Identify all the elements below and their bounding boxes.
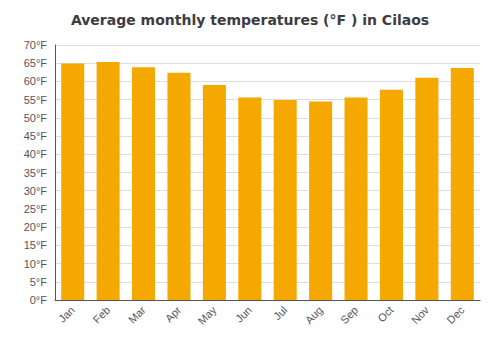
svg-text:40°F: 40°F — [24, 148, 48, 160]
svg-text:Apr: Apr — [163, 304, 184, 325]
svg-text:Mar: Mar — [126, 304, 148, 326]
svg-text:10°F: 10°F — [24, 258, 48, 270]
svg-text:60°F: 60°F — [24, 75, 48, 87]
svg-text:30°F: 30°F — [24, 185, 48, 197]
svg-text:Jul: Jul — [271, 304, 289, 322]
svg-text:May: May — [195, 303, 219, 327]
svg-text:35°F: 35°F — [24, 167, 48, 179]
svg-text:Aug: Aug — [303, 304, 325, 326]
svg-text:Oct: Oct — [375, 304, 396, 325]
svg-text:25°F: 25°F — [24, 203, 48, 215]
svg-text:Feb: Feb — [90, 304, 112, 326]
svg-text:0°F: 0°F — [30, 294, 48, 306]
svg-text:Jun: Jun — [233, 304, 254, 325]
svg-text:5°F: 5°F — [30, 276, 48, 288]
svg-text:55°F: 55°F — [24, 94, 48, 106]
svg-text:15°F: 15°F — [24, 239, 48, 251]
svg-text:70°F: 70°F — [24, 39, 48, 51]
svg-text:Sep: Sep — [338, 304, 360, 326]
svg-text:Jan: Jan — [56, 304, 77, 325]
svg-text:Average monthly temperatures (: Average monthly temperatures (°F ) in Ci… — [71, 12, 429, 28]
svg-text:45°F: 45°F — [24, 130, 48, 142]
svg-text:50°F: 50°F — [24, 112, 48, 124]
svg-text:20°F: 20°F — [24, 221, 48, 233]
svg-text:65°F: 65°F — [24, 57, 48, 69]
svg-text:Nov: Nov — [409, 303, 432, 326]
svg-text:Dec: Dec — [444, 303, 467, 326]
